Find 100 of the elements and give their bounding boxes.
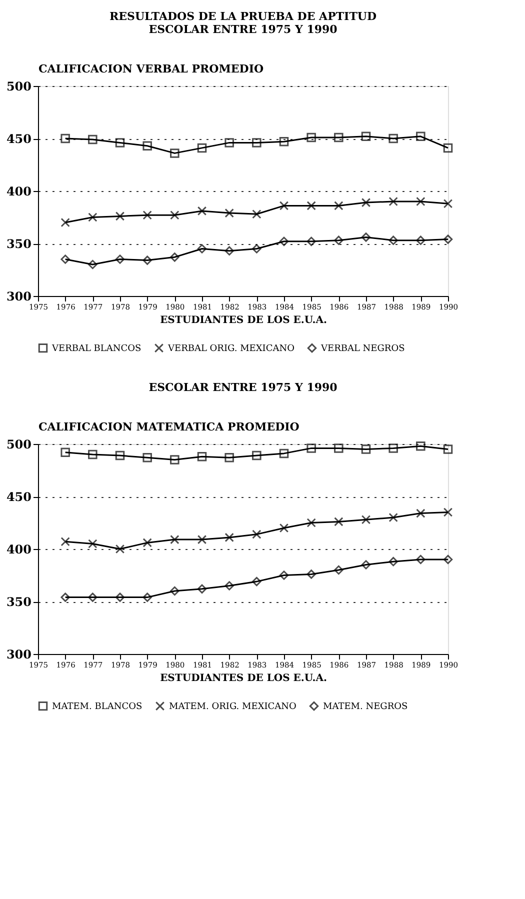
point	[60, 218, 70, 228]
point	[142, 210, 152, 220]
point	[388, 196, 398, 206]
point	[443, 234, 453, 244]
point	[115, 138, 125, 148]
point	[115, 450, 125, 460]
point	[224, 581, 234, 590]
point	[88, 450, 98, 460]
point	[60, 537, 70, 546]
point	[224, 246, 234, 256]
point	[142, 141, 152, 150]
point	[334, 517, 344, 526]
point	[252, 138, 262, 148]
y-tick-label: 400	[6, 184, 32, 198]
point	[361, 198, 371, 208]
point	[252, 209, 262, 219]
point	[115, 254, 125, 264]
point	[197, 534, 207, 544]
legend-label: MATEM. NEGROS	[323, 702, 408, 712]
point	[197, 584, 207, 594]
point	[416, 132, 426, 142]
y-tick-label: 500	[6, 80, 32, 94]
point	[334, 565, 344, 575]
point	[279, 236, 289, 246]
y-tick-label: 400	[6, 542, 32, 556]
point	[443, 444, 453, 454]
point	[388, 134, 398, 144]
point	[443, 508, 453, 517]
point	[416, 196, 426, 206]
point	[334, 132, 344, 142]
text: RESULTADOS DE LA PRUEBA DE APTITUD	[109, 10, 377, 23]
point	[252, 450, 262, 460]
point	[361, 132, 371, 142]
point	[142, 256, 152, 265]
point	[334, 236, 344, 245]
y-tick-label: 450	[6, 132, 32, 146]
point	[334, 444, 344, 453]
point	[224, 453, 234, 462]
point	[170, 586, 180, 596]
point	[60, 254, 70, 264]
legend-label: MATEM. BLANCOS	[52, 702, 142, 712]
point	[306, 570, 316, 579]
point	[170, 210, 180, 220]
point	[224, 208, 234, 218]
point	[252, 576, 262, 586]
point	[142, 538, 152, 548]
point	[279, 201, 289, 210]
point	[361, 444, 371, 454]
point	[279, 137, 289, 146]
point	[197, 206, 207, 216]
point	[142, 592, 152, 602]
point	[443, 554, 453, 564]
y-axis-title: CALIFICACION MATEMATICA PROMEDIO	[38, 420, 300, 434]
y-tick-label: 500	[6, 438, 32, 452]
y-tick-label: 300	[6, 290, 32, 304]
point	[142, 453, 152, 462]
point	[416, 236, 426, 245]
y-tick-label: 350	[6, 237, 32, 251]
point	[60, 448, 70, 458]
point	[115, 212, 125, 221]
point	[170, 534, 180, 544]
point	[361, 514, 371, 524]
point	[388, 236, 398, 245]
point	[416, 441, 426, 451]
text: ESCOLAR ENTRE 1975 Y 1990	[148, 23, 338, 36]
x-axis-title: ESTUDIANTES DE LOS E.U.A.	[160, 673, 327, 684]
point	[252, 244, 262, 254]
point	[197, 244, 207, 254]
point	[88, 592, 98, 602]
point	[88, 539, 98, 548]
point	[306, 236, 316, 246]
point	[306, 132, 316, 142]
point	[252, 530, 262, 539]
point	[170, 455, 180, 464]
legend-label: VERBAL BLANCOS	[51, 344, 142, 354]
point	[60, 134, 70, 144]
y-tick-label: 350	[6, 595, 32, 609]
point	[88, 212, 98, 222]
point	[306, 518, 316, 528]
point	[361, 232, 371, 242]
x-axis-title: ESTUDIANTES DE LOS E.U.A.	[160, 315, 327, 326]
y-tick-label: 300	[6, 648, 32, 662]
point	[115, 592, 125, 602]
point	[388, 556, 398, 566]
point	[170, 148, 180, 158]
legend-label: MATEM. ORIG. MEXICANO	[169, 702, 296, 712]
point	[416, 554, 426, 564]
point	[279, 448, 289, 458]
point	[197, 452, 207, 462]
point	[60, 592, 70, 602]
point	[170, 252, 180, 262]
y-axis-title: CALIFICACION VERBAL PROMEDIO	[38, 62, 264, 76]
point	[388, 444, 398, 453]
point	[279, 570, 289, 580]
point	[443, 198, 453, 208]
point	[306, 201, 316, 210]
point	[224, 532, 234, 542]
legend-label: VERBAL NEGROS	[320, 344, 405, 354]
point	[197, 143, 207, 153]
point	[388, 512, 398, 522]
